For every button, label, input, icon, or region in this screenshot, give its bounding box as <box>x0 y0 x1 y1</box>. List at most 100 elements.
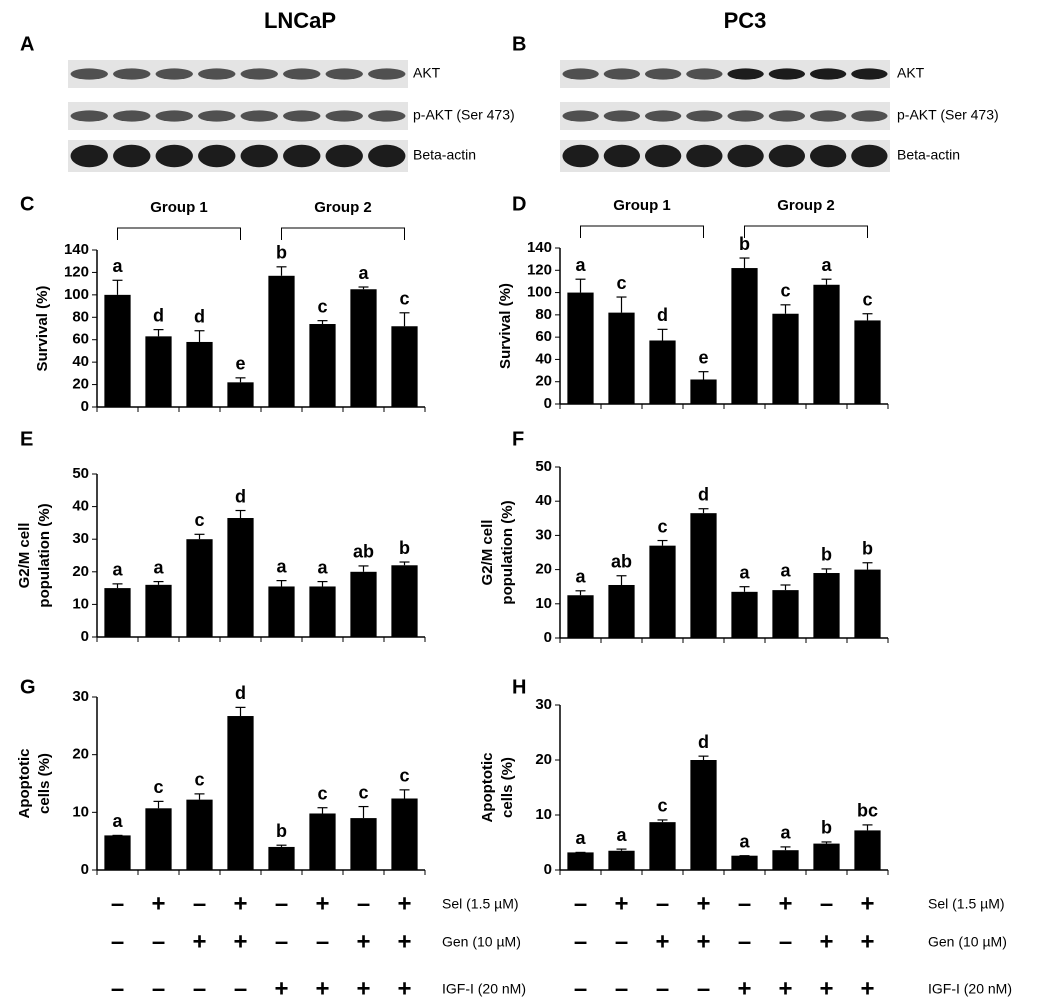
significance-letter: a <box>317 557 328 577</box>
blot-band <box>851 144 888 168</box>
y-axis-label: Survival (%) <box>34 286 51 372</box>
panel-letter: F <box>512 428 524 450</box>
treatment-sign: + <box>860 890 874 917</box>
panel-letter: D <box>512 193 526 215</box>
significance-letter: c <box>194 510 204 530</box>
significance-letter: c <box>194 770 204 790</box>
y-tick-label: 20 <box>535 751 552 768</box>
y-tick-label: 30 <box>72 530 89 547</box>
y-tick-label: 40 <box>72 353 89 370</box>
bar <box>309 324 336 407</box>
bar <box>690 760 717 870</box>
significance-letter: d <box>698 732 709 752</box>
bar <box>649 822 676 870</box>
panel-letter: B <box>512 33 526 55</box>
significance-letter: d <box>235 486 246 506</box>
significance-letter: d <box>153 305 164 325</box>
significance-letter: b <box>739 234 750 254</box>
treatment-sign: + <box>655 928 669 955</box>
y-tick-label: 20 <box>72 563 89 580</box>
treatment-sign: – <box>574 975 587 1002</box>
blot-band <box>155 110 193 122</box>
bar <box>772 313 799 404</box>
treatment-sign: – <box>820 890 833 917</box>
bar <box>391 565 418 637</box>
blot-band <box>644 68 682 80</box>
treatment-sign: + <box>397 890 411 917</box>
y-tick-label: 60 <box>535 328 552 345</box>
group-label: Group 2 <box>777 197 835 214</box>
treatment-sign: – <box>234 975 247 1002</box>
treatment-sign: + <box>860 975 874 1002</box>
bar <box>854 320 881 404</box>
bar <box>104 835 131 870</box>
group-bracket <box>580 225 704 238</box>
bar <box>690 513 717 638</box>
group-bracket <box>744 225 868 238</box>
treatment-sign: – <box>574 928 587 955</box>
treatment-sign: – <box>193 975 206 1002</box>
significance-letter: a <box>780 561 791 581</box>
y-tick-label: 0 <box>544 629 552 646</box>
blot-label: Beta-actin <box>413 147 476 163</box>
y-tick-label: 0 <box>81 628 89 645</box>
treatment-sign: – <box>615 928 628 955</box>
significance-letter: b <box>821 545 832 565</box>
blot-band <box>325 110 363 122</box>
treatment-sign: + <box>315 890 329 917</box>
significance-letter: c <box>657 516 667 536</box>
treatment-sign: + <box>397 928 411 955</box>
treatment-sign: – <box>275 928 288 955</box>
bar <box>350 289 377 407</box>
blot-band <box>644 144 682 168</box>
blot-band <box>325 144 363 168</box>
treatment-sign: + <box>151 890 165 917</box>
bar <box>649 340 676 404</box>
blot-band <box>644 110 682 122</box>
blot-band <box>240 68 278 80</box>
blot-band <box>603 110 641 122</box>
treatment-sign: – <box>779 928 792 955</box>
significance-letter: c <box>358 782 368 802</box>
y-tick-label: 20 <box>72 376 89 393</box>
significance-letter: b <box>276 243 287 263</box>
bar <box>608 312 635 404</box>
bar <box>145 584 172 637</box>
blot-band <box>198 68 236 80</box>
blot-band <box>603 144 641 168</box>
y-tick-label: 120 <box>527 261 552 278</box>
blot-band <box>368 144 406 168</box>
y-axis-label: population (%) <box>36 503 53 607</box>
y-tick-label: 20 <box>72 746 89 763</box>
bar <box>690 379 717 404</box>
blot-band <box>562 144 599 168</box>
bar <box>350 571 377 637</box>
treatment-sign: – <box>111 928 124 955</box>
treatment-sign: – <box>738 890 751 917</box>
y-tick-label: 30 <box>535 696 552 713</box>
bar <box>567 852 594 870</box>
blot-band <box>727 68 764 80</box>
significance-letter: d <box>698 484 709 504</box>
blot-label: Beta-actin <box>897 147 960 163</box>
significance-letter: bc <box>857 801 878 821</box>
bar <box>268 846 295 870</box>
bar <box>854 830 881 870</box>
treatment-label: Gen (10 µM) <box>928 934 1007 950</box>
blot-band <box>851 68 888 80</box>
significance-letter: a <box>358 263 369 283</box>
significance-letter: c <box>862 289 872 309</box>
bar <box>608 584 635 638</box>
y-tick-label: 30 <box>72 688 89 705</box>
treatment-label: IGF-I (20 nM) <box>442 981 526 997</box>
blot-band <box>240 110 278 122</box>
treatment-sign: + <box>233 890 247 917</box>
y-axis-label: G2/M cell <box>479 520 496 586</box>
y-tick-label: 140 <box>64 241 89 258</box>
significance-letter: a <box>616 825 627 845</box>
column-title: LNCaP <box>264 8 336 33</box>
panel-letter: C <box>20 193 34 215</box>
y-tick-label: 20 <box>535 561 552 578</box>
blot-band <box>70 68 108 80</box>
blot-band <box>198 110 236 122</box>
